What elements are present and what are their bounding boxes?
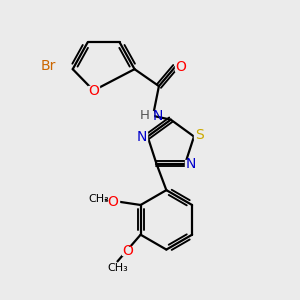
Bar [122,247,134,255]
Text: Br: Br [41,58,56,73]
Bar [107,198,118,206]
Text: CH₃: CH₃ [89,194,110,204]
Bar [137,132,148,141]
Text: N: N [137,130,148,143]
Text: H: H [140,109,150,122]
Bar [88,86,100,95]
Text: O: O [175,60,186,74]
Text: O: O [88,84,99,98]
Bar [175,62,186,71]
Text: N: N [152,109,163,123]
Bar [194,130,205,140]
Text: N: N [185,157,196,171]
Bar [136,111,153,121]
Bar [185,160,196,168]
Text: S: S [195,128,204,142]
Text: O: O [123,244,134,258]
Text: O: O [107,195,118,209]
Text: CH₃: CH₃ [107,263,128,273]
